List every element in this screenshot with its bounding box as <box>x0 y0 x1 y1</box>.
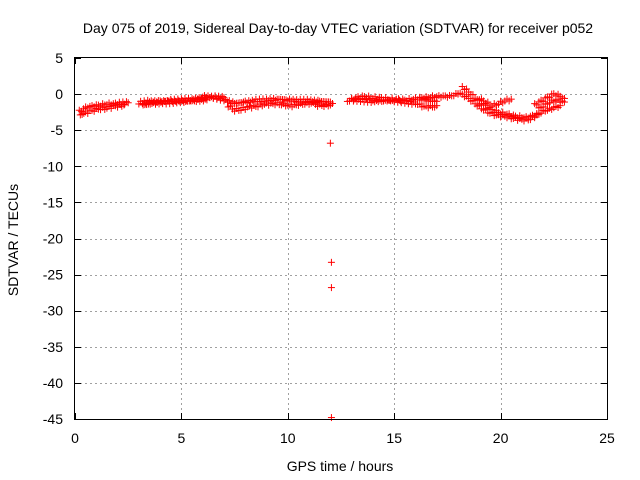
y-tick-label: -45 <box>43 411 63 427</box>
data-point <box>327 258 335 266</box>
grid <box>75 58 607 419</box>
x-tick-label: 25 <box>599 430 615 446</box>
data-point <box>433 97 441 105</box>
data-point <box>157 98 165 106</box>
data-point <box>248 96 256 104</box>
data-point <box>180 98 188 106</box>
y-tick-label: 0 <box>55 86 63 102</box>
data-point <box>388 96 396 104</box>
data-point <box>328 99 336 107</box>
x-tick-label: 15 <box>386 430 402 446</box>
y-tick-label: -40 <box>43 375 63 391</box>
y-tick-label: -25 <box>43 267 63 283</box>
data-point <box>120 101 128 109</box>
y-tick-label: -10 <box>43 158 63 174</box>
data-point <box>482 105 490 113</box>
tick-labels: 0 5 10 15 20 25 5 0 -5 -10 -15 -20 -25 -30 -35 -40 -45 <box>43 50 615 446</box>
ticks <box>75 58 608 420</box>
data-point <box>367 98 375 106</box>
data-point <box>291 97 299 105</box>
data-point <box>282 96 290 104</box>
x-tick-label: 5 <box>178 430 186 446</box>
data-point <box>229 98 237 106</box>
data-point <box>124 99 132 107</box>
data-point <box>78 110 86 118</box>
x-axis-label: GPS time / hours <box>287 458 394 474</box>
y-tick-label: 5 <box>55 50 63 66</box>
y-tick-label: -35 <box>43 339 63 355</box>
data-point <box>326 139 334 147</box>
y-tick-label: -15 <box>43 194 63 210</box>
y-tick-label: -30 <box>43 303 63 319</box>
data-point <box>327 414 335 422</box>
data-point <box>148 99 156 107</box>
data-point <box>507 95 515 103</box>
data-point <box>387 97 395 105</box>
plot-frame <box>74 57 608 420</box>
data-point <box>206 93 214 101</box>
data-point <box>211 92 219 100</box>
x-tick-label: 20 <box>493 430 509 446</box>
y-axis-label: SDTVAR / TECUs <box>5 184 21 296</box>
data-point <box>199 97 207 105</box>
y-tick-label: -20 <box>43 231 63 247</box>
data-point <box>215 93 223 101</box>
chart-title: Day 075 of 2019, Sidereal Day-to-day VTE… <box>83 20 593 36</box>
data-point <box>560 98 568 106</box>
x-tick-label: 0 <box>71 430 79 446</box>
data-point <box>327 284 335 292</box>
data-layer <box>75 83 568 422</box>
x-tick-label: 10 <box>280 430 296 446</box>
data-point <box>535 110 543 118</box>
y-tick-label: -5 <box>51 122 64 138</box>
